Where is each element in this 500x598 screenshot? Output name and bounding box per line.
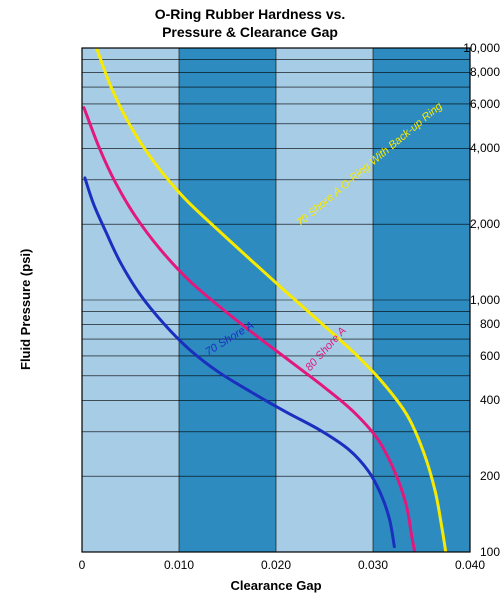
x-tick: 0.030 (348, 558, 398, 572)
x-tick: 0.010 (154, 558, 204, 572)
y-tick: 400 (424, 393, 500, 407)
x-tick: 0.040 (445, 558, 495, 572)
chart-container: O-Ring Rubber Hardness vs. Pressure & Cl… (0, 0, 500, 598)
y-tick: 6,000 (424, 97, 500, 111)
x-tick: 0 (57, 558, 107, 572)
y-tick: 200 (424, 469, 500, 483)
y-tick: 1,000 (424, 293, 500, 307)
y-tick: 800 (424, 317, 500, 331)
y-tick: 4,000 (424, 141, 500, 155)
y-tick: 8,000 (424, 65, 500, 79)
y-tick: 600 (424, 349, 500, 363)
y-tick: 100 (424, 545, 500, 559)
y-tick: 2,000 (424, 217, 500, 231)
x-tick: 0.020 (251, 558, 301, 572)
y-tick: 10,000 (424, 41, 500, 55)
